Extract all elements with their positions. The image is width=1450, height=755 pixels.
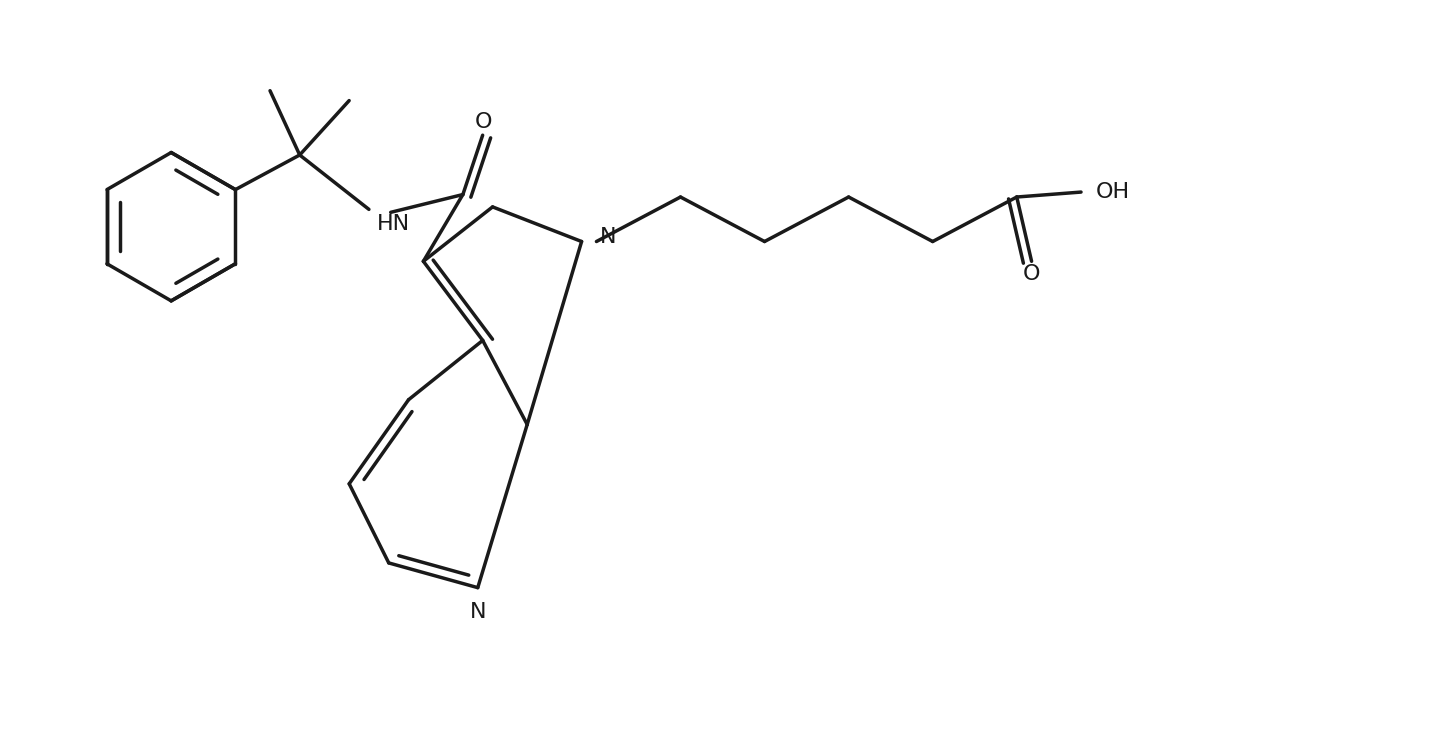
Text: N: N	[470, 602, 486, 622]
Text: N: N	[599, 226, 616, 247]
Text: O: O	[476, 112, 493, 132]
Text: OH: OH	[1096, 182, 1130, 202]
Text: O: O	[1022, 264, 1040, 284]
Text: HN: HN	[377, 214, 410, 234]
